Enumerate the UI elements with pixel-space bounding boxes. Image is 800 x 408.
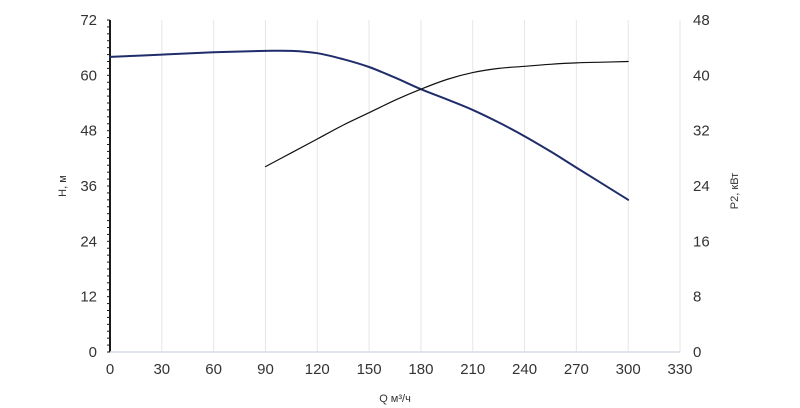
x-tick-label: 120 xyxy=(305,361,330,378)
label-layer: Q м³/ч H, м P2, кВт 0 30 60 90 120 150 180 210 2… xyxy=(57,12,741,405)
x-tick-label: 300 xyxy=(616,361,641,378)
x-tick-label: 30 xyxy=(153,361,170,378)
y-left-tick-label: 24 xyxy=(80,233,97,250)
y-right-tick-label: 32 xyxy=(693,123,710,140)
x-tick-label: 60 xyxy=(205,361,222,378)
y-right-tick-label: 48 xyxy=(693,12,710,29)
x-tick-label: 330 xyxy=(667,361,692,378)
y-right-tick-label: 24 xyxy=(693,178,710,195)
y-left-tick-label: 48 xyxy=(80,123,97,140)
x-tick-label: 0 xyxy=(106,361,114,378)
y-left-tick-label: 0 xyxy=(89,344,97,361)
series-layer xyxy=(109,49,630,201)
grid-layer xyxy=(161,20,681,352)
y-left-axis-title: H, м xyxy=(57,175,69,197)
y-right-axis-title: P2, кВт xyxy=(729,173,741,209)
y-left-tick-label: 72 xyxy=(80,12,97,29)
head-curve-line xyxy=(109,49,630,201)
x-tick-label: 180 xyxy=(408,361,433,378)
x-tick-label: 90 xyxy=(257,361,274,378)
x-tick-label: 240 xyxy=(512,361,537,378)
x-tick-label: 270 xyxy=(564,361,589,378)
y-left-tick-label: 12 xyxy=(80,289,97,306)
x-tick-label: 210 xyxy=(460,361,485,378)
y-right-tick-label: 40 xyxy=(693,67,710,84)
y-left-tick-label: 36 xyxy=(80,178,97,195)
y-right-tick-label: 0 xyxy=(693,344,701,361)
power-curve-line xyxy=(264,60,629,168)
axis-layer xyxy=(107,19,680,353)
y-right-tick-label: 8 xyxy=(693,289,701,306)
x-axis-title: Q м³/ч xyxy=(379,393,411,405)
x-tick-label: 150 xyxy=(357,361,382,378)
y-left-tick-label: 60 xyxy=(80,67,97,84)
y-right-tick-label: 16 xyxy=(693,233,710,250)
